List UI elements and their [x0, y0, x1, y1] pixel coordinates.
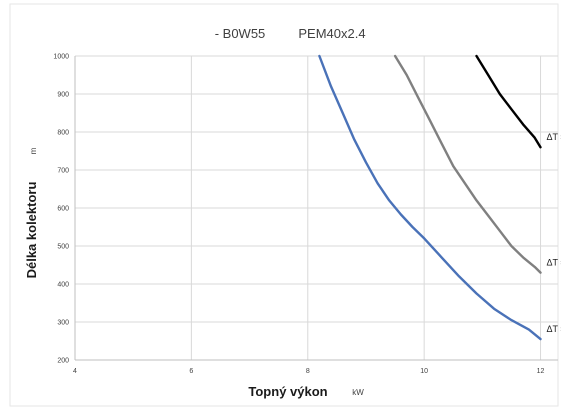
x-axis-title: Topný výkon — [248, 384, 327, 399]
gridlines — [75, 55, 558, 360]
chart-frame — [9, 3, 559, 407]
series-line-3 — [475, 54, 542, 149]
y-axis-title: Délka kolektoru — [24, 182, 39, 279]
y-tick-label-900: 900 — [57, 92, 69, 99]
series-lines — [318, 54, 542, 341]
axes: 200 300 400 500 600 700 800 900 1000 4 6 8 10 12 — [53, 54, 558, 375]
y-axis-unit: m — [29, 147, 38, 154]
y-tick-label-300: 300 — [57, 320, 69, 327]
y-tick-label-600: 600 — [57, 206, 69, 213]
y-tick-label-500: 500 — [57, 244, 69, 251]
chart-title-left: - B0W55 — [215, 26, 266, 41]
series-label-2: ΔT = 3.5 K — [547, 258, 561, 268]
y-tick-label-400: 400 — [57, 282, 69, 289]
x-tick-label-10: 10 — [420, 368, 428, 375]
series-label-1: ΔT = 3 K — [547, 324, 561, 334]
series-label-3: ΔT = 4 K — [547, 132, 561, 142]
y-tick-label-800: 800 — [57, 130, 69, 137]
x-tick-label-12: 12 — [537, 368, 545, 375]
x-tick-label-8: 8 — [306, 368, 310, 375]
x-tick-label-6: 6 — [189, 368, 193, 375]
chart-title-right: PEM40x2.4 — [298, 26, 365, 41]
y-tick-label-700: 700 — [57, 168, 69, 175]
x-axis-unit: kW — [352, 388, 364, 397]
y-tick-label-1000: 1000 — [53, 54, 69, 61]
x-tick-label-4: 4 — [73, 368, 77, 375]
series-labels: ΔT = 3 K ΔT = 3.5 K ΔT = 4 K — [547, 132, 561, 334]
series-line-2 — [393, 54, 542, 274]
y-tick-label-200: 200 — [57, 358, 69, 365]
series-line-1 — [318, 54, 542, 341]
